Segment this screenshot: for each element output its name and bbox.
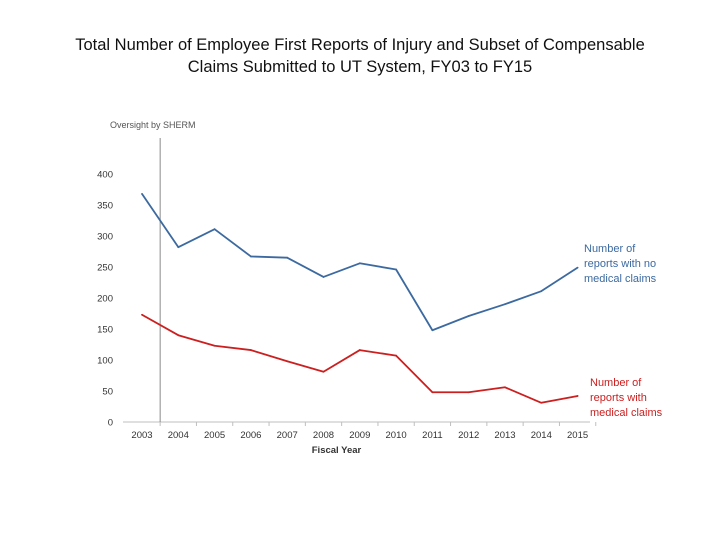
data-point-series-1-2009	[358, 262, 361, 265]
x-tick-label-2004: 2004	[168, 430, 189, 441]
series-label-2: Number of reports with medical claims	[590, 377, 663, 419]
y-tick-label-150: 150	[97, 325, 113, 336]
x-tick-label-2009: 2009	[349, 430, 370, 441]
series-label-1-line-1: Number of	[584, 243, 636, 255]
x-tick-label-2010: 2010	[386, 430, 407, 441]
x-tick-label-2005: 2005	[204, 430, 225, 441]
data-point-series-2-2003	[141, 313, 143, 316]
data-point-series-1-2014	[540, 290, 543, 293]
x-tick-label-2008: 2008	[313, 430, 334, 441]
y-tick-label-350: 350	[97, 201, 113, 212]
series-label-1-line-2: reports with no	[584, 258, 656, 270]
data-point-series-1-2006	[250, 255, 252, 258]
data-point-series-1-2008	[322, 276, 325, 278]
chart-title-line-1: Total Number of Employee First Reports o…	[75, 36, 645, 54]
data-point-series-1-2004	[177, 246, 180, 249]
data-point-series-1-2013	[504, 303, 506, 306]
y-tick-label-200: 200	[97, 294, 113, 305]
series-line-1	[141, 193, 579, 332]
series-label-2-line-2: reports with	[590, 392, 647, 404]
series-label-2-line-1: Number of	[590, 377, 642, 389]
data-point-series-2-2009	[358, 349, 361, 351]
chart-title: Total Number of Employee First Reports o…	[20, 34, 700, 78]
x-axis-title: Fiscal Year	[312, 445, 362, 456]
oversight-label: Oversight by SHERM	[110, 120, 196, 130]
y-tick-label-300: 300	[97, 232, 113, 243]
x-tick-label-2006: 2006	[240, 430, 261, 441]
data-point-series-2-2014	[540, 401, 543, 404]
data-point-series-2-2007	[286, 360, 289, 363]
x-tick-label-2014: 2014	[531, 430, 552, 441]
data-point-series-2-2015	[576, 395, 579, 397]
data-point-series-2-2012	[467, 391, 470, 394]
series-label-2-line-3: medical claims	[590, 407, 663, 419]
series-label-1: Number of reports with no medical claims	[584, 243, 657, 285]
series-line-2	[141, 313, 578, 404]
data-point-series-2-2004	[177, 334, 180, 337]
data-point-series-2-2008	[322, 370, 325, 373]
x-tick-label-2015: 2015	[567, 430, 588, 441]
data-point-series-1-2010	[395, 268, 397, 271]
x-tick-label-2012: 2012	[458, 430, 479, 441]
x-tick-label-2011: 2011	[422, 430, 442, 441]
data-point-series-1-2005	[213, 228, 216, 231]
data-point-series-1-2003	[141, 192, 143, 195]
series-label-1-line-3: medical claims	[584, 273, 657, 285]
data-point-series-2-2013	[504, 386, 506, 389]
x-tick-label-2003: 2003	[131, 430, 152, 441]
chart-title-line-2: Claims Submitted to UT System, FY03 to F…	[187, 58, 533, 76]
x-tick-label-2013: 2013	[494, 430, 515, 441]
data-point-series-1-2011	[431, 329, 434, 332]
data-point-series-2-2005	[213, 344, 216, 347]
data-point-series-1-2015	[576, 266, 579, 269]
y-tick-label-100: 100	[97, 356, 113, 367]
data-point-series-2-2010	[395, 354, 397, 357]
y-tick-label-50: 50	[102, 387, 113, 398]
data-point-series-1-2012	[467, 315, 470, 317]
y-tick-label-0: 0	[108, 418, 113, 429]
data-point-series-2-2011	[431, 391, 434, 394]
data-point-series-1-2007	[286, 256, 289, 259]
x-tick-label-2007: 2007	[277, 430, 298, 441]
data-point-series-2-2006	[250, 349, 252, 351]
y-tick-label-400: 400	[97, 170, 113, 181]
y-tick-label-250: 250	[97, 263, 113, 274]
